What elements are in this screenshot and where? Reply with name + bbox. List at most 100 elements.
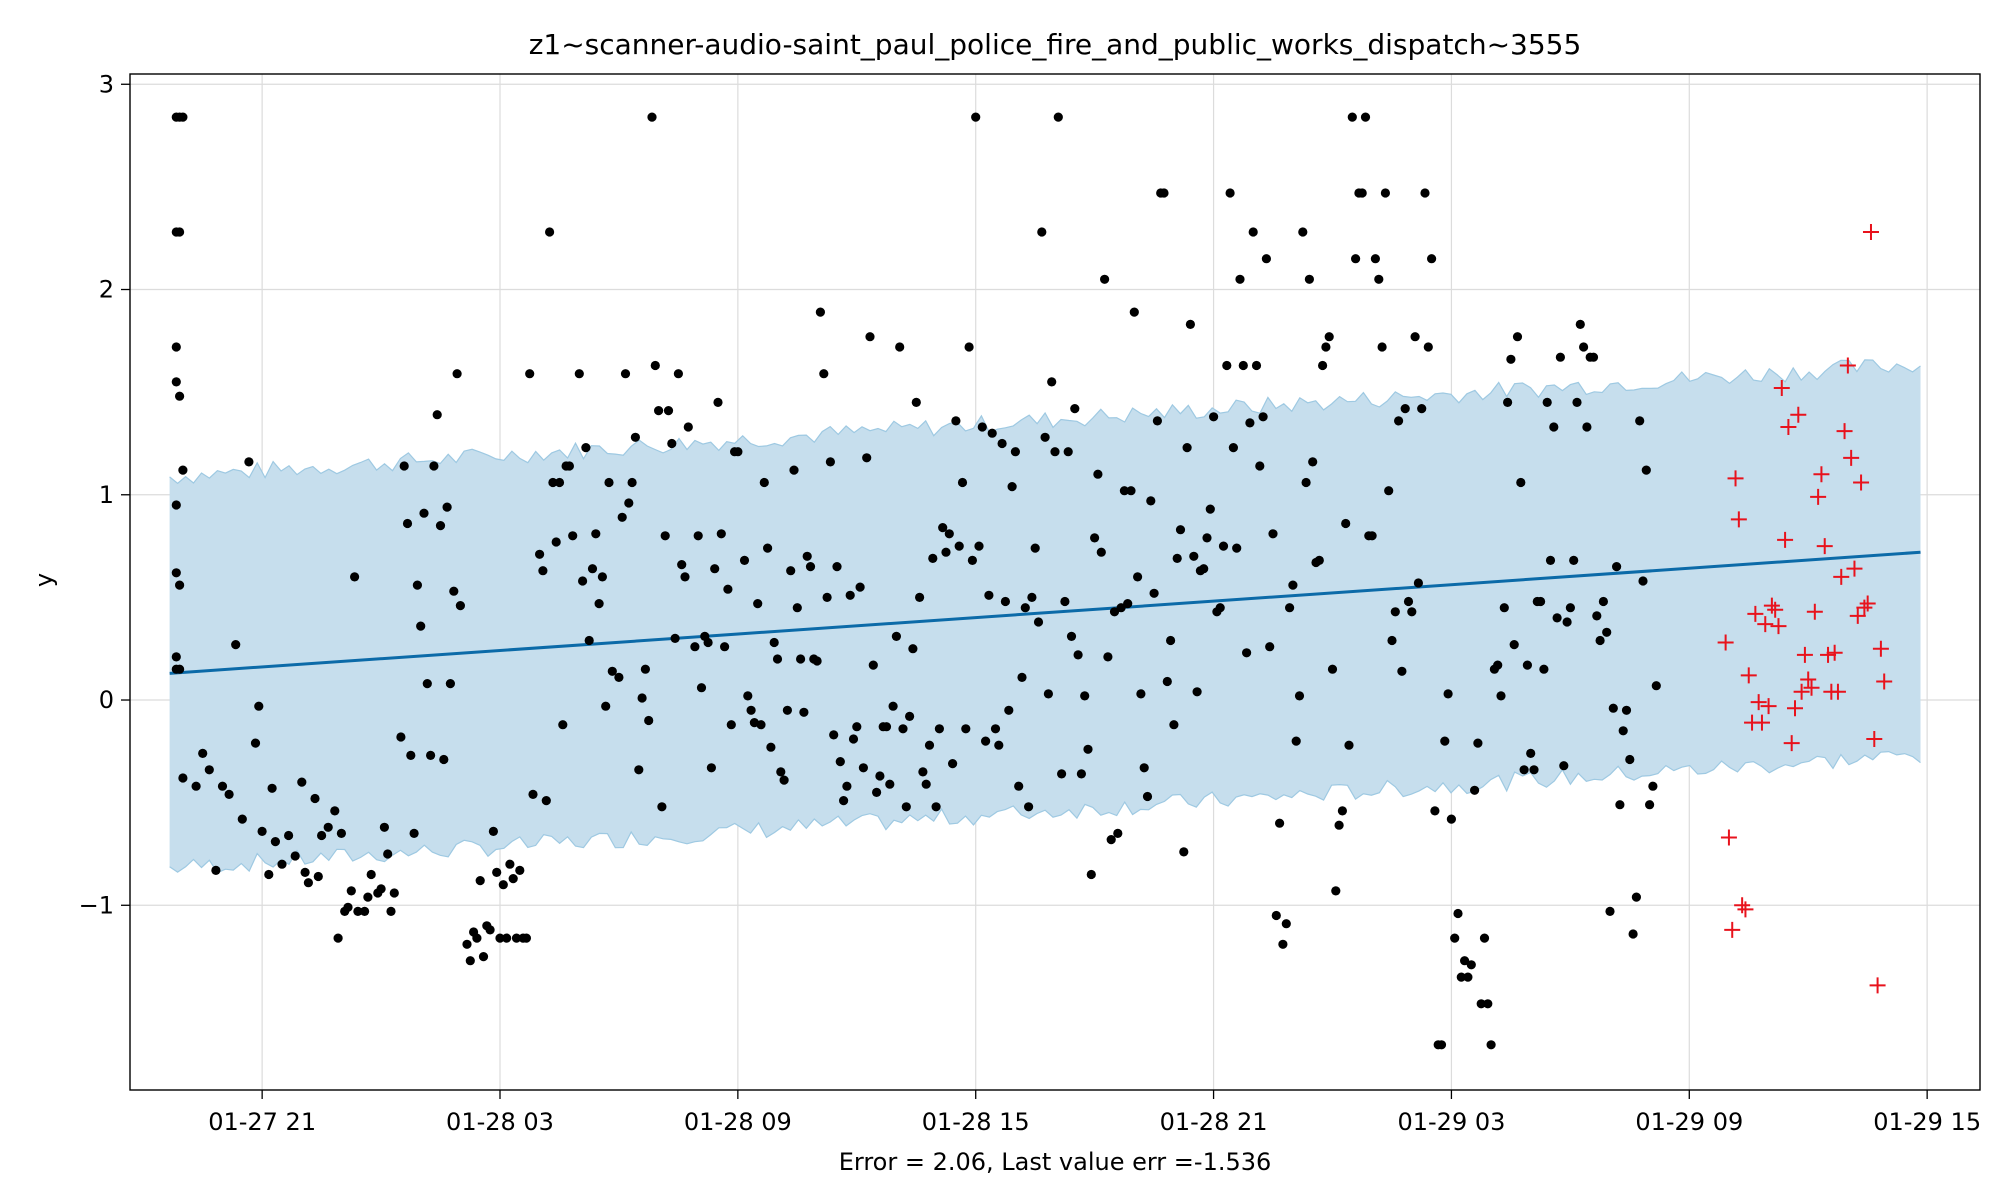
observed-point <box>703 637 713 648</box>
observed-point <box>997 438 1007 449</box>
observed-point <box>1149 588 1159 598</box>
observed-point <box>545 227 555 237</box>
observed-point <box>710 564 720 574</box>
forecast-point <box>1780 419 1797 436</box>
observed-point <box>657 802 667 812</box>
observed-point <box>1608 703 1618 713</box>
observed-point <box>475 876 485 886</box>
observed-point <box>1605 906 1615 917</box>
observed-point <box>1645 800 1655 810</box>
observed-point <box>670 633 680 644</box>
observed-point <box>1397 666 1407 676</box>
observed-point <box>535 549 545 559</box>
forecast-point <box>1849 607 1866 624</box>
observed-point <box>1245 418 1255 428</box>
observed-point <box>647 112 657 122</box>
observed-point <box>739 555 750 566</box>
observed-point <box>244 457 254 467</box>
observed-point <box>171 500 181 510</box>
observed-point <box>895 342 905 352</box>
observed-point <box>574 369 584 379</box>
observed-point <box>924 740 935 750</box>
observed-point <box>568 531 578 541</box>
observed-point <box>1536 596 1546 607</box>
observed-point <box>1301 477 1311 488</box>
observed-point <box>528 789 538 800</box>
y-tick-label: −1 <box>79 891 114 919</box>
observed-point <box>825 457 836 467</box>
observed-point <box>696 683 707 693</box>
observed-point <box>1288 580 1298 590</box>
observed-point <box>981 736 991 746</box>
observed-point <box>1086 869 1096 880</box>
observed-point <box>812 656 822 666</box>
observed-point <box>1129 307 1139 317</box>
observed-point <box>650 360 660 371</box>
observed-point <box>1100 274 1110 284</box>
observed-point <box>1380 188 1390 198</box>
observed-point <box>637 693 647 703</box>
forecast-point <box>1829 683 1846 700</box>
observed-point <box>1407 607 1417 617</box>
observed-point <box>333 933 343 943</box>
observed-point <box>677 560 687 570</box>
observed-point <box>1572 397 1582 407</box>
x-tick-label: 01-28 03 <box>446 1108 554 1136</box>
observed-point <box>1063 447 1073 457</box>
observed-point <box>178 773 188 783</box>
observed-point <box>1446 814 1456 824</box>
observed-point <box>786 566 796 576</box>
observed-point <box>1473 738 1483 748</box>
observed-point <box>478 952 489 962</box>
x-tick-label: 01-27 21 <box>208 1108 316 1136</box>
observed-point <box>1294 691 1305 701</box>
observed-point <box>802 551 812 561</box>
observed-point <box>1542 397 1552 407</box>
observed-point <box>1615 800 1625 810</box>
observed-point <box>426 750 436 761</box>
observed-point <box>1463 972 1473 982</box>
observed-point <box>198 748 208 759</box>
observed-point <box>1456 972 1466 982</box>
observed-point <box>1493 660 1503 670</box>
observed-point <box>1057 769 1067 779</box>
observed-point <box>1526 748 1536 759</box>
observed-point <box>667 438 677 449</box>
observed-point <box>713 397 723 407</box>
observed-point <box>445 679 455 689</box>
observed-point <box>1172 553 1182 564</box>
observed-point <box>554 477 565 488</box>
observed-point <box>1377 342 1387 352</box>
forecast-point <box>1734 897 1751 914</box>
y-tick-label: 3 <box>99 70 114 98</box>
observed-point <box>300 867 310 878</box>
forecast-point <box>1813 466 1830 483</box>
forecast-point <box>1773 380 1790 397</box>
observed-point <box>1460 956 1470 966</box>
observed-point <box>1506 354 1516 364</box>
observed-point <box>406 750 416 761</box>
observed-point <box>346 886 356 896</box>
observed-point <box>472 933 482 943</box>
observed-point <box>951 416 961 426</box>
observed-point <box>607 666 617 676</box>
observed-point <box>1450 933 1460 943</box>
observed-point <box>1228 443 1238 453</box>
observed-point <box>1037 227 1047 237</box>
observed-point <box>1552 613 1562 623</box>
observed-point <box>743 691 753 701</box>
observed-point <box>175 664 185 674</box>
observed-point <box>1327 664 1338 674</box>
observed-point <box>1146 496 1156 506</box>
observed-point <box>191 781 201 791</box>
observed-point <box>1413 578 1423 588</box>
observed-point <box>1073 650 1083 660</box>
observed-point <box>1618 726 1628 736</box>
observed-point <box>1136 689 1146 699</box>
observed-point <box>175 391 185 401</box>
observed-point <box>597 572 608 582</box>
observed-point <box>541 796 551 806</box>
observed-point <box>1641 465 1651 475</box>
plot-frame <box>129 73 1981 1091</box>
observed-point <box>908 644 918 654</box>
